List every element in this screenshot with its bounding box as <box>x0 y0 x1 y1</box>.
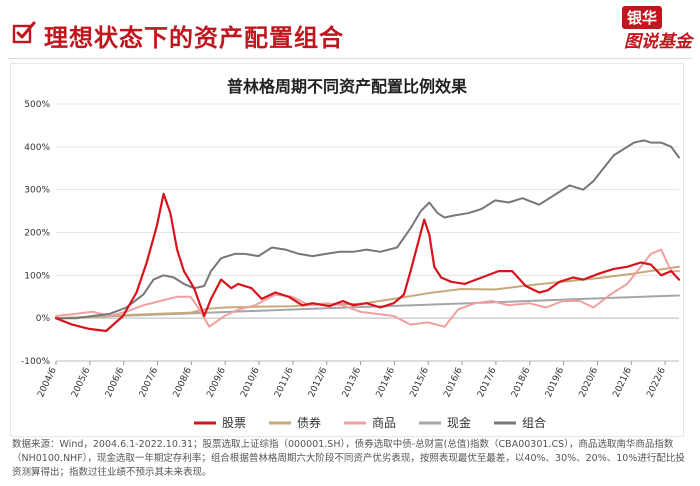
x-tick-label: 2011/6 <box>273 366 296 399</box>
legend-label-stock: 股票 <box>222 416 246 430</box>
line-chart: -100% 0% 100% 200% 300% 400% 500% 2004/6 2005/6 2… <box>21 100 681 430</box>
logo-top-text: 银华 <box>621 6 662 29</box>
x-tick-label: 2015/6 <box>409 366 432 399</box>
x-tick-label: 2022/6 <box>645 366 668 399</box>
legend-label-commodity: 商品 <box>372 415 396 430</box>
brand-logo: 银华 图说基金 <box>596 6 692 54</box>
header-divider <box>8 58 692 59</box>
series-line-portfolio <box>55 139 680 320</box>
x-tick-label: 2021/6 <box>612 366 635 399</box>
y-tick-label: -100% <box>21 357 50 367</box>
y-tick-label: 100% <box>24 271 50 281</box>
y-tick-label: 300% <box>24 186 50 196</box>
x-tick-label: 2018/6 <box>510 366 533 399</box>
x-tick-label: 2007/6 <box>138 366 161 399</box>
source-note: 数据来源：Wind，2004.6.1-2022.10.31；股票选取上证综指（0… <box>12 439 685 478</box>
series-line-bond <box>55 265 680 320</box>
y-tick-label: 400% <box>24 143 50 153</box>
checkbox-check-icon <box>12 21 36 44</box>
legend-label-cash: 现金 <box>447 415 471 430</box>
x-tick-label: 2006/6 <box>104 366 127 399</box>
logo-bottom-text: 图说基金 <box>624 32 692 52</box>
chart-card: 普林格周期不同资产配置比例效果 -100% 0% 100% 200% 300% 400% 5… <box>10 63 684 437</box>
x-tick-label: 2008/6 <box>172 366 195 399</box>
x-tick-label: 2016/6 <box>442 366 465 399</box>
series-line-commodity <box>55 248 680 328</box>
chart-title: 普林格周期不同资产配置比例效果 <box>226 77 467 96</box>
y-tick-label: 0% <box>36 314 51 324</box>
page-title: 理想状态下的资产配置组合 <box>44 24 344 52</box>
x-tick-label: 2019/6 <box>544 366 567 399</box>
y-tick-label: 200% <box>24 229 50 239</box>
x-tick-label: 2009/6 <box>205 366 228 399</box>
series-line-stock <box>54 192 681 333</box>
x-tick-label: 2013/6 <box>341 366 364 399</box>
header-bar: 理想状态下的资产配置组合 银华 图说基金 <box>0 0 700 62</box>
x-tick-label: 2020/6 <box>578 366 601 399</box>
y-tick-label: 500% <box>24 100 50 110</box>
x-tick-label: 2004/6 <box>36 366 59 399</box>
x-tick-label: 2017/6 <box>476 366 499 399</box>
legend-label-portfolio: 组合 <box>522 415 546 430</box>
x-tick-label: 2014/6 <box>375 366 398 399</box>
legend-label-bond: 债券 <box>297 415 321 430</box>
x-tick-label: 2005/6 <box>70 366 93 399</box>
x-tick-label: 2012/6 <box>307 366 330 399</box>
x-tick-label: 2010/6 <box>239 366 262 399</box>
